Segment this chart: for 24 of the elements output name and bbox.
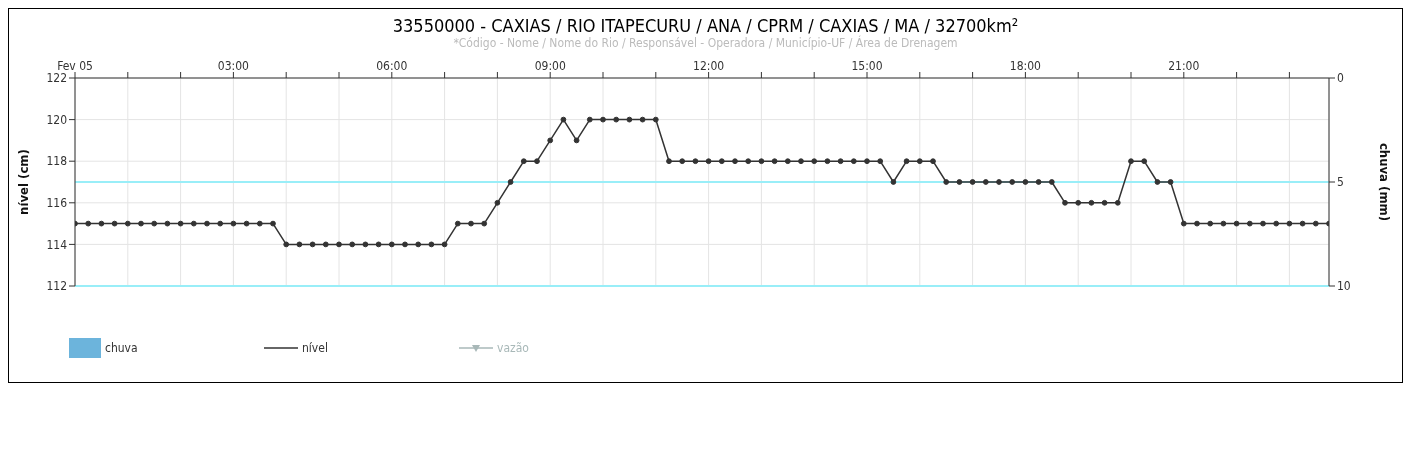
- legend-label: vazão: [497, 341, 529, 355]
- y2-axis-title: chuva (mm): [1377, 142, 1393, 222]
- y2-tick-label: 5: [1337, 175, 1344, 190]
- legend-label: nível: [302, 341, 328, 355]
- chart-subtitle: *Código - Nome / Nome do Rio / Responsável - Operadora / Município-UF / Área de Drenagem: [452, 36, 959, 50]
- x-tick-label: 03:00: [217, 59, 250, 73]
- y2-tick-label: 0: [1337, 71, 1344, 86]
- y-tick-label: 122: [46, 71, 67, 86]
- y-tick-label: 112: [46, 279, 67, 294]
- legend-label: chuva: [105, 341, 138, 355]
- x-tick-label: 06:00: [376, 59, 408, 73]
- y-tick-label: 118: [46, 154, 68, 169]
- x-tick-label: 09:00: [534, 59, 566, 73]
- chart-title: 33550000 - CAXIAS / RIO ITAPECURU / ANA / CPRM / CAXIAS / MA / 32700km²: [391, 15, 1020, 36]
- x-tick-label: 15:00: [851, 59, 883, 73]
- x-tick-label: 21:00: [1168, 59, 1200, 73]
- y-tick-label: 114: [46, 237, 68, 252]
- y-tick-label: 120: [46, 112, 68, 127]
- y2-tick-label: 10: [1337, 279, 1351, 294]
- x-tick-label: Fev 05: [57, 59, 93, 73]
- x-tick-label: 18:00: [1009, 59, 1042, 73]
- y-tick-label: 116: [46, 196, 68, 211]
- x-tick-label: 12:00: [693, 59, 725, 73]
- y-axis-title: nível (cm): [15, 149, 31, 215]
